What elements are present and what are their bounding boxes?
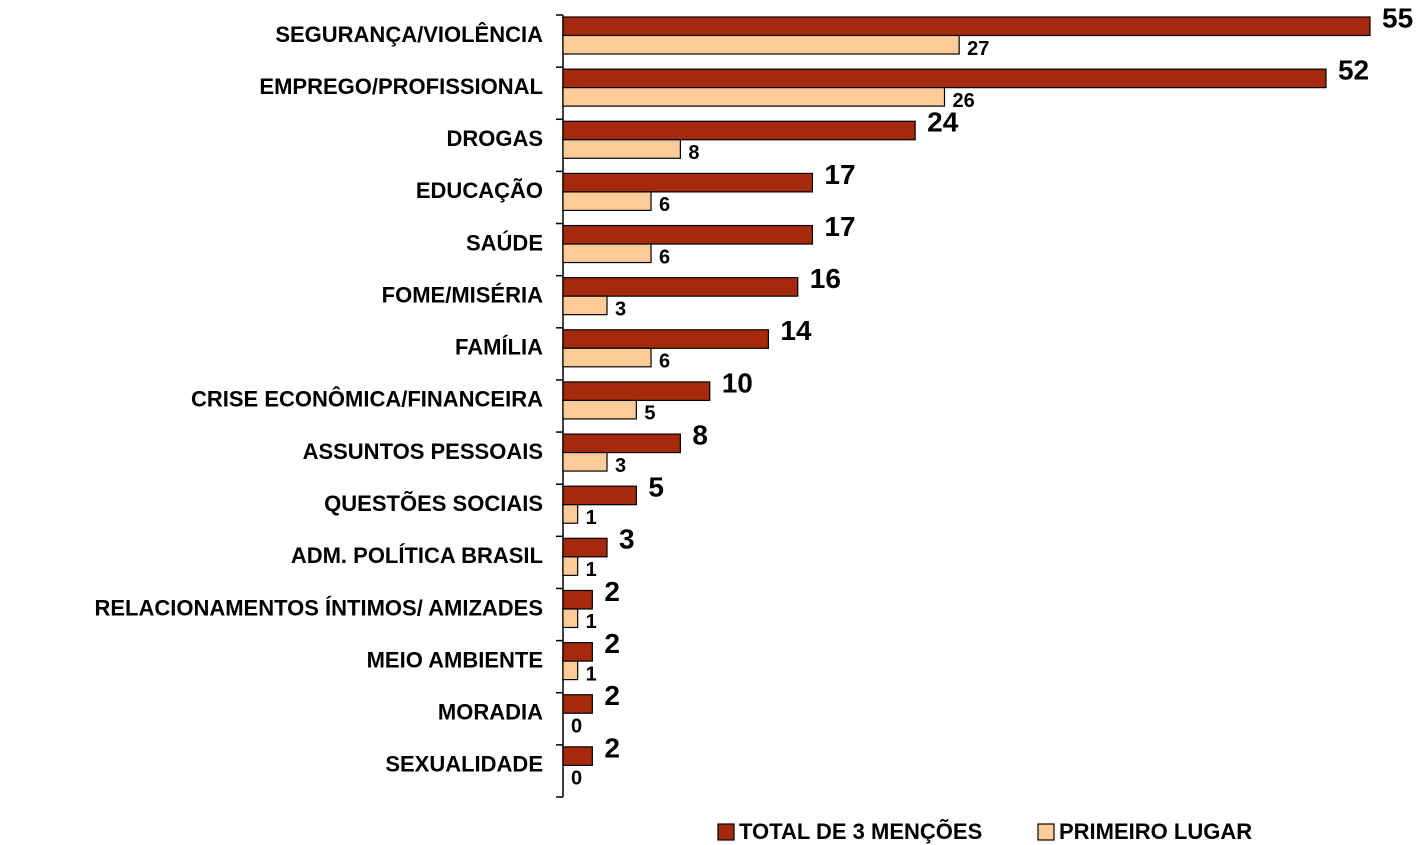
value-label: 17 [824,159,855,190]
category-label: SAÚDE [466,230,543,255]
legend-swatch [717,823,735,841]
value-label: 5 [644,403,655,425]
value-label: 10 [722,367,753,398]
value-label: 2 [604,628,620,659]
value-label: 3 [615,455,626,477]
category-label: QUESTÕES SOCIAIS [324,491,543,516]
value-label: 1 [586,559,597,581]
value-label: 2 [604,576,620,607]
bar [562,399,637,420]
category-label: SEXUALIDADE [385,752,543,777]
bar [562,191,652,211]
bar [562,556,579,576]
bar [562,139,681,159]
bar [562,537,608,558]
bar [562,641,593,662]
value-label: 1 [586,507,597,529]
bar [562,295,608,316]
value-label: 3 [619,524,635,555]
legend-label: TOTAL DE 3 MENÇÕES [739,819,982,844]
value-label: 55 [1382,2,1413,33]
value-label: 6 [659,194,670,216]
value-label: 2 [604,680,620,711]
category-label: MEIO AMBIENTE [367,647,543,672]
bar [562,329,770,349]
bar [562,243,652,264]
value-label: 3 [615,298,626,320]
bar [562,68,1327,89]
bar [562,87,946,107]
value-label: 6 [659,246,670,268]
category-label: DROGAS [446,126,543,151]
bar [562,381,711,402]
value-label: 16 [810,263,841,294]
value-label: 17 [824,211,855,242]
value-label: 2 [604,732,620,763]
value-label: 8 [688,142,699,164]
value-label: 52 [1338,55,1369,86]
value-label: 1 [586,611,597,633]
value-label: 8 [692,419,708,450]
bar [562,172,814,193]
bar [562,746,593,766]
bar [562,120,916,141]
category-label: MORADIA [438,700,543,725]
bar [562,277,799,297]
bar [562,694,593,714]
bar [562,485,637,506]
bar [562,504,579,524]
bar [562,608,579,629]
bar [562,660,579,681]
value-label: 24 [927,107,959,138]
value-label: 27 [967,38,989,60]
category-label: ASSUNTOS PESSOAIS [303,439,543,464]
legend-swatch [1037,823,1055,841]
legend-label: PRIMEIRO LUGAR [1059,819,1252,844]
value-label: 6 [659,351,670,373]
value-label: 5 [648,472,664,503]
bar [562,16,1371,37]
value-label: 1 [586,663,597,685]
category-label: RELACIONAMENTOS ÍNTIMOS/ AMIZADES [94,595,543,620]
bar [562,589,593,610]
category-label: EDUCAÇÃO [416,178,543,203]
bar [562,34,960,55]
bar [562,224,814,245]
category-label: CRISE ECONÔMICA/FINANCEIRA [191,387,543,412]
category-label: FOME/MISÉRIA [382,282,543,307]
category-label: EMPREGO/PROFISSIONAL [259,74,543,99]
value-label: 0 [571,716,582,738]
value-label: 0 [571,768,582,790]
category-label: ADM. POLÍTICA BRASIL [291,543,543,568]
bar [562,433,681,454]
bar [562,451,608,472]
value-label: 14 [780,315,812,346]
value-label: 26 [952,90,974,112]
bar [562,347,652,368]
category-label: FAMÍLIA [455,335,543,360]
category-label: SEGURANÇA/VIOLÊNCIA [275,22,543,47]
